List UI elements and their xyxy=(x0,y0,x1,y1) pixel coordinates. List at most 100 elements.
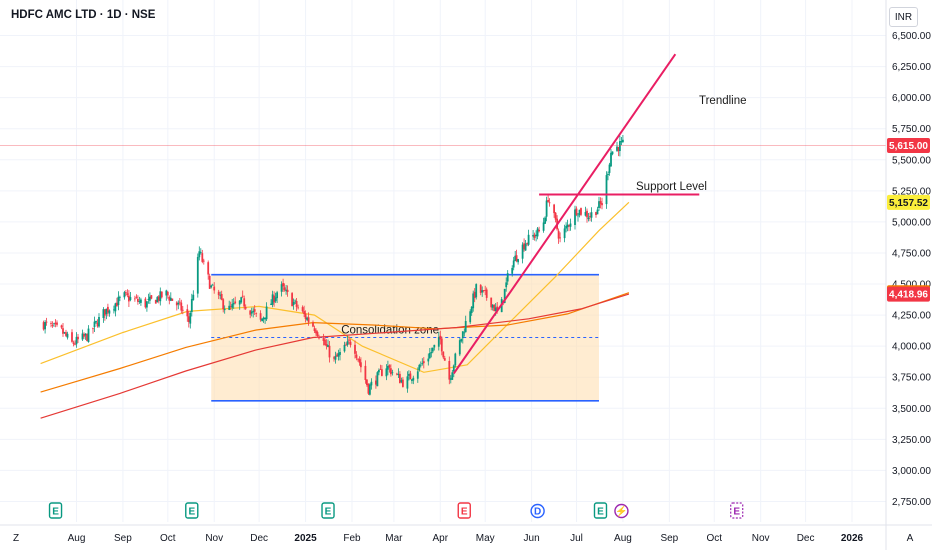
candle-body xyxy=(622,139,624,143)
event-marker-earnings[interactable]: E xyxy=(457,502,471,519)
candle-body xyxy=(535,234,537,236)
candle-body xyxy=(418,364,421,371)
moving-average-line xyxy=(40,292,630,393)
candle-body xyxy=(494,307,497,311)
y-tick-label: 4,750.00 xyxy=(892,248,931,259)
trendline-label: Trendline xyxy=(699,95,747,107)
candle-body xyxy=(199,252,202,253)
candle-body xyxy=(490,297,493,308)
candle-body xyxy=(83,334,85,337)
event-marker-earnings-upcoming[interactable]: E xyxy=(730,502,744,519)
event-marker-earnings[interactable]: E xyxy=(593,502,608,519)
currency-button[interactable]: INR xyxy=(889,7,918,27)
candle-body xyxy=(291,293,293,307)
candle-body xyxy=(396,373,398,375)
candle-body xyxy=(485,289,488,298)
event-marker-earnings[interactable]: E xyxy=(321,502,335,519)
candle-body xyxy=(81,333,84,340)
x-tick-label: 2026 xyxy=(841,533,864,544)
symbol-title[interactable]: HDFC AMC LTD · 1D · NSE xyxy=(11,9,156,21)
corner-left-label[interactable]: Z xyxy=(13,533,19,544)
candle-body xyxy=(175,302,178,306)
candle-body xyxy=(102,309,105,318)
candle-body xyxy=(213,286,216,291)
price-axis[interactable]: 6,500.00 6,250.00 6,000.00 5,750.00 5,500.00… xyxy=(885,0,931,550)
candle-body xyxy=(107,306,109,313)
candle-body xyxy=(574,209,576,225)
candle-body xyxy=(428,353,431,359)
candle-body xyxy=(295,301,298,307)
candle-body xyxy=(408,374,410,376)
candle-body xyxy=(448,361,451,380)
candle-body xyxy=(72,342,75,344)
candlestick-series xyxy=(42,135,624,396)
candle-body xyxy=(584,212,587,216)
candle-body xyxy=(586,210,588,218)
candle-body xyxy=(253,309,256,312)
ma-short-tag-box xyxy=(887,194,930,210)
corner-right-label[interactable]: A xyxy=(907,533,914,544)
candle-body xyxy=(366,379,368,385)
candle-body xyxy=(223,308,226,311)
candle-body xyxy=(607,173,609,175)
event-marker-split[interactable]: ⚡ xyxy=(614,503,629,519)
event-marker-dividend[interactable]: D xyxy=(530,503,545,519)
candle-body xyxy=(315,330,317,334)
candle-body xyxy=(60,325,63,328)
dividend-icon xyxy=(530,503,545,519)
y-tick-label: 4,500.00 xyxy=(892,280,931,291)
candle-body xyxy=(165,290,168,296)
x-tick-label: Dec xyxy=(797,533,815,544)
y-tick-label: 3,000.00 xyxy=(892,466,931,477)
candle-body xyxy=(86,334,88,341)
candle-body xyxy=(348,339,350,341)
moving-average-line xyxy=(40,201,630,373)
trendline[interactable] xyxy=(452,53,677,375)
event-marker-earnings[interactable]: E xyxy=(185,502,199,519)
candle-body xyxy=(273,295,275,303)
candle-body xyxy=(390,368,392,375)
candle-body xyxy=(126,293,129,295)
ma-long-tag: 4,418.96 xyxy=(889,290,928,301)
candle-body xyxy=(517,259,519,263)
events-row[interactable]: E E E E D E ⚡ E xyxy=(48,502,744,519)
candle-body xyxy=(187,316,190,322)
candle-body xyxy=(71,332,73,342)
candle-body xyxy=(542,222,545,231)
candle-body xyxy=(104,309,106,316)
y-tick-label: 3,750.00 xyxy=(892,373,931,384)
candle-body xyxy=(117,296,120,305)
candle-body xyxy=(208,275,211,289)
candle-body xyxy=(108,310,111,314)
drawings[interactable]: Trendline Support Level xyxy=(452,53,747,375)
candle-body xyxy=(354,344,356,354)
candle-body xyxy=(169,297,172,301)
candle-body xyxy=(461,331,464,339)
candle-body xyxy=(421,363,424,364)
candle-body xyxy=(271,294,274,305)
candle-body xyxy=(337,353,340,357)
candle-body xyxy=(521,244,524,259)
candle-body xyxy=(93,321,96,327)
time-axis[interactable]: Aug Sep Oct Nov Dec 2025 Feb Mar Apr May Jun Jul Aug… xyxy=(0,524,932,544)
candle-body xyxy=(548,202,551,204)
consolidation-zone[interactable]: Consolidation zone xyxy=(211,273,599,402)
candle-body xyxy=(568,225,570,227)
candle-body xyxy=(135,296,138,298)
earnings-upcoming-icon xyxy=(730,502,744,519)
candle-body xyxy=(134,298,136,300)
y-tick-label: 2,750.00 xyxy=(892,497,931,508)
candle-body xyxy=(129,297,132,300)
candle-body xyxy=(286,289,289,292)
candle-body xyxy=(484,290,487,291)
candle-body xyxy=(96,322,99,327)
candle-body xyxy=(381,369,383,376)
candle-body xyxy=(578,209,581,216)
candle-body xyxy=(493,304,496,312)
candle-body xyxy=(198,251,201,258)
candle-body xyxy=(422,361,425,364)
candle-body xyxy=(138,301,141,302)
candle-body xyxy=(411,379,413,381)
event-marker-earnings[interactable]: E xyxy=(48,502,63,519)
